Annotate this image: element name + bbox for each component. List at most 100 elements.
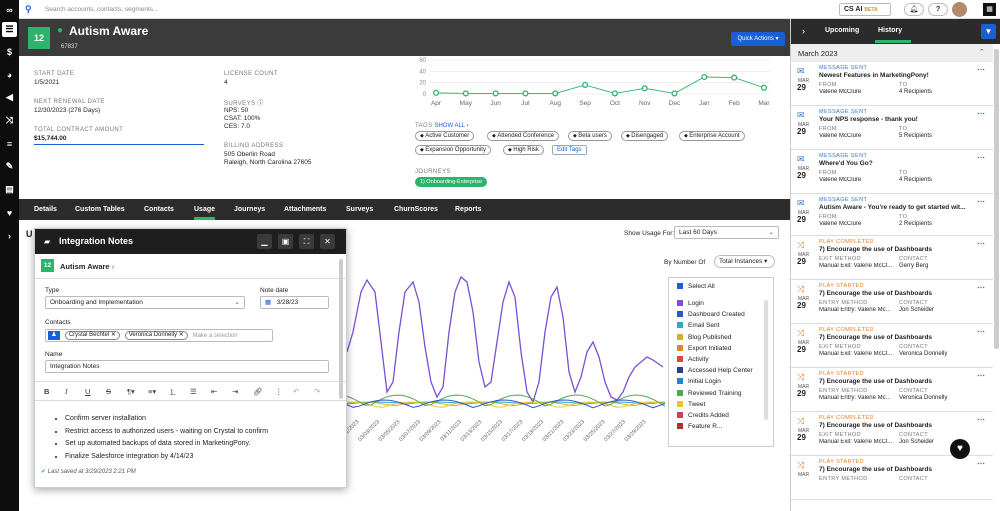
- edit-tags-button[interactable]: Edit Tags: [552, 145, 587, 155]
- legend-item[interactable]: Activity: [677, 356, 709, 363]
- journey-badge[interactable]: 1) Onboarding-Enterprise: [415, 177, 488, 187]
- legend-item[interactable]: Initial Login: [677, 378, 721, 385]
- align-icon[interactable]: ≡▾: [148, 387, 157, 396]
- legend-select-all[interactable]: Select All: [677, 283, 715, 290]
- tag-chip[interactable]: ◆ Attended Conference: [487, 131, 559, 141]
- activity-card[interactable]: ⤨ PLAY STARTED 7) Encourage the use of Das…: [791, 280, 993, 324]
- pie-icon[interactable]: ◕: [6, 69, 13, 80]
- legend-item[interactable]: Accessed Help Center: [677, 367, 753, 374]
- contact-chip[interactable]: Crystal Bechtel ✕: [64, 330, 120, 340]
- data-point[interactable]: [731, 74, 738, 81]
- close-button[interactable]: ✕: [320, 234, 335, 249]
- by-number-select[interactable]: Total Instances ▾: [714, 255, 775, 268]
- cs-ai-button[interactable]: CS AI BETA: [839, 3, 891, 16]
- logo-icon[interactable]: ∞: [6, 4, 13, 15]
- grid-icon[interactable]: ▦: [983, 3, 996, 16]
- avatar[interactable]: [952, 2, 967, 17]
- chevron-right-icon[interactable]: ›: [8, 230, 11, 241]
- legend-item[interactable]: Tweet: [677, 400, 705, 408]
- filter-icon[interactable]: ▼: [981, 24, 996, 39]
- more-options-icon[interactable]: ⋯: [977, 459, 985, 468]
- contract-value[interactable]: $15,744.00: [34, 135, 204, 145]
- show-all-link[interactable]: SHOW ALL: [434, 123, 465, 129]
- activity-card[interactable]: ✉ MESSAGE SENT Newest Features in Marketin…: [791, 62, 993, 106]
- activity-card[interactable]: ⤨ PLAY STARTED 7) Encourage the use of Das…: [791, 456, 993, 500]
- more-options-icon[interactable]: ⋯: [977, 283, 985, 292]
- bullet-list-icon[interactable]: ☰: [190, 387, 197, 396]
- tab-surveys[interactable]: Surveys: [346, 206, 374, 213]
- data-point[interactable]: [611, 90, 618, 97]
- data-point[interactable]: [492, 90, 499, 97]
- note-date-input[interactable]: ▦ 3/28/23: [260, 296, 329, 309]
- bold-icon[interactable]: B: [44, 387, 50, 396]
- legend-item[interactable]: Email Sent: [677, 322, 719, 329]
- tag-chip[interactable]: ◆ Active Customer: [415, 131, 475, 141]
- tab-attachments[interactable]: Attachments: [284, 206, 327, 213]
- more-options-icon[interactable]: ⋯: [977, 371, 985, 380]
- activity-card[interactable]: ⤨ PLAY COMPLETED 7) Encourage the use of D…: [791, 236, 993, 280]
- strikethrough-icon[interactable]: S: [106, 387, 112, 396]
- activity-card[interactable]: ✉ MESSAGE SENT Autism Aware - You're ready…: [791, 194, 993, 236]
- data-point[interactable]: [701, 73, 708, 81]
- indent-icon[interactable]: ⇥: [232, 387, 239, 396]
- tab-upcoming[interactable]: Upcoming: [825, 27, 860, 34]
- wrench-icon[interactable]: ✎: [5, 161, 14, 171]
- link-icon[interactable]: 🔗︎: [253, 387, 263, 396]
- tag-chip[interactable]: ◆ Beta users: [568, 131, 612, 141]
- quick-actions-button[interactable]: Quick Actions ▾: [731, 32, 785, 46]
- tag-chip[interactable]: ◆ Disengaged: [621, 131, 669, 141]
- tag-chip[interactable]: ◆ High Risk: [503, 145, 544, 155]
- modal-account[interactable]: Autism Aware ›: [60, 262, 115, 271]
- search-input[interactable]: Search accounts, contacts, segments...: [45, 6, 159, 13]
- more-options-icon[interactable]: ⋯: [977, 65, 985, 74]
- activity-card[interactable]: ⤨ PLAY STARTED 7) Encourage the use of Das…: [791, 368, 993, 412]
- data-point[interactable]: [432, 89, 440, 96]
- undo-icon[interactable]: ↶: [293, 387, 300, 396]
- tag-chip[interactable]: ◆ Enterprise Account: [679, 131, 745, 141]
- megaphone-icon[interactable]: ◀: [6, 92, 13, 102]
- show-usage-select[interactable]: Last 60 Days ⌄: [674, 226, 779, 239]
- more-options-icon[interactable]: ⋯: [977, 109, 985, 118]
- tab-custom-tables[interactable]: Custom Tables: [75, 206, 125, 213]
- tab-reports[interactable]: Reports: [455, 206, 482, 213]
- more-options-icon[interactable]: ⋯: [977, 415, 985, 424]
- data-point[interactable]: [462, 90, 469, 97]
- legend-item[interactable]: Reviewed Training: [677, 389, 741, 397]
- dollar-icon[interactable]: $: [6, 46, 12, 57]
- note-body[interactable]: Confirm server installationRestrict acce…: [65, 413, 335, 463]
- contact-chip[interactable]: Veronica Donnelly ✕: [124, 330, 188, 340]
- tag-chip[interactable]: ◆ Expansion Opportunity: [415, 145, 491, 155]
- data-point[interactable]: [671, 90, 678, 97]
- data-point[interactable]: [522, 90, 529, 97]
- more-icon[interactable]: ⋮: [275, 387, 283, 396]
- chat-heart-icon[interactable]: ♥: [950, 439, 970, 459]
- tab-contacts[interactable]: Contacts: [144, 206, 174, 213]
- contacts-input[interactable]: ♟ Crystal Bechtel ✕ Veronica Donnelly ✕ …: [45, 329, 273, 342]
- more-options-icon[interactable]: ⋯: [977, 239, 985, 248]
- expand-button[interactable]: ⛶: [299, 234, 314, 249]
- legend-item[interactable]: Login: [677, 300, 704, 307]
- legend-item[interactable]: Blog Published: [677, 333, 731, 341]
- restore-button[interactable]: ▣: [278, 234, 293, 249]
- more-options-icon[interactable]: ⋯: [977, 327, 985, 336]
- activity-card[interactable]: ✉ MESSAGE SENT Your NPS response - thank y…: [791, 106, 993, 150]
- data-point[interactable]: [641, 85, 648, 92]
- document-icon[interactable]: ▤: [5, 184, 14, 194]
- legend-scrollbar[interactable]: [764, 300, 768, 420]
- activity-card[interactable]: ✉ MESSAGE SENT Where'd You Go? MAR 29 FROM TO V…: [791, 150, 993, 194]
- more-options-icon[interactable]: ⋯: [977, 153, 985, 162]
- data-point[interactable]: [552, 90, 559, 97]
- ordered-list-icon[interactable]: ⒈: [169, 388, 177, 397]
- name-input[interactable]: Integration Notes: [45, 360, 329, 373]
- tab-history[interactable]: History: [878, 27, 903, 34]
- activity-card[interactable]: ⤨ PLAY COMPLETED 7) Encourage the use of D…: [791, 324, 993, 368]
- more-options-icon[interactable]: ⋯: [977, 197, 985, 206]
- paragraph-icon[interactable]: ¶▾: [127, 387, 135, 396]
- type-select[interactable]: Onboarding and Implementation ⌄: [45, 296, 245, 309]
- redo-icon[interactable]: ↷: [314, 387, 321, 396]
- shuffle-icon[interactable]: ⤨: [5, 115, 14, 125]
- tab-usage[interactable]: Usage: [194, 199, 216, 220]
- outdent-icon[interactable]: ⇤: [211, 387, 218, 396]
- tab-churnscores[interactable]: ChurnScores: [394, 206, 438, 213]
- tab-details[interactable]: Details: [34, 206, 57, 213]
